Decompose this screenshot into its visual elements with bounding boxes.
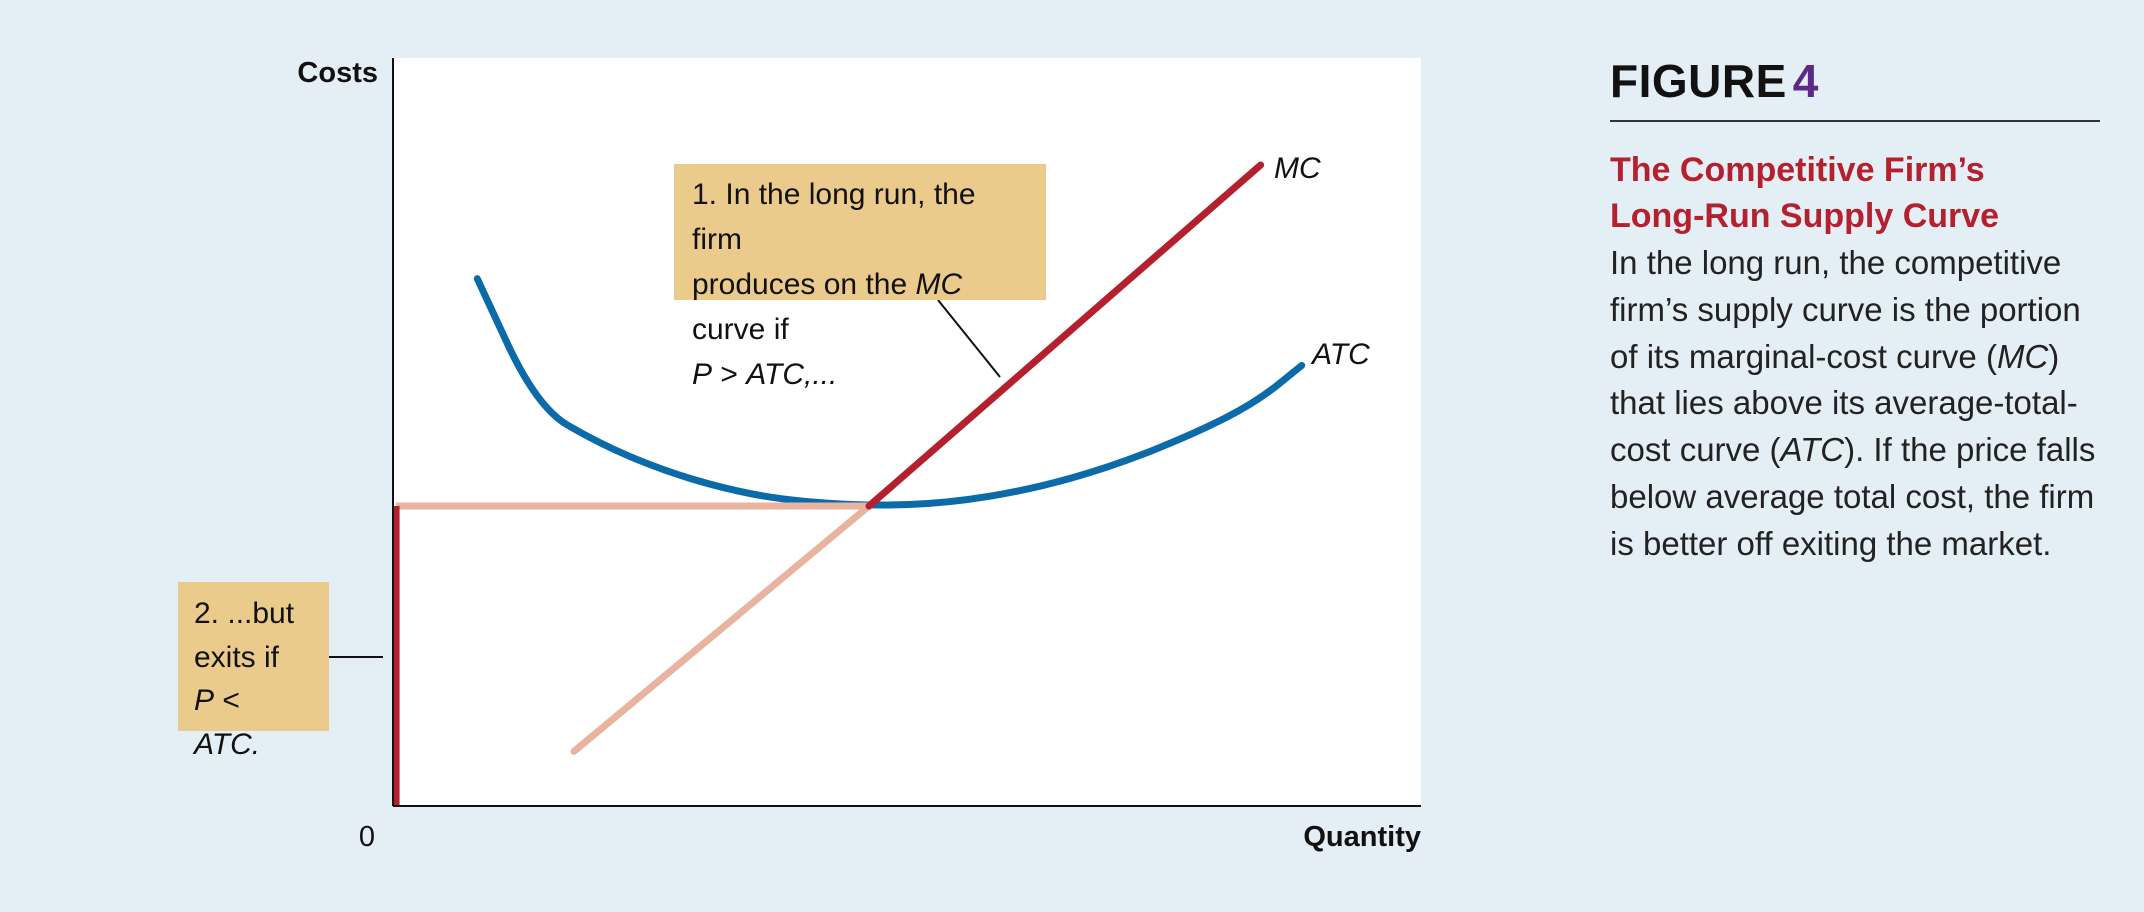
- callout-2-line-1: 2. ...but: [194, 597, 295, 630]
- exit-callout: 2. ...but exits if P < ATC.: [178, 582, 329, 761]
- callout-2-line-3: P < ATC.: [194, 684, 261, 761]
- mc-curve-label: MC: [1274, 152, 1321, 185]
- long-run-callout: 1. In the long run, the firm produces on…: [674, 164, 1046, 391]
- mc-curve-upper: [865, 161, 1265, 510]
- y-axis-label: Costs: [297, 57, 378, 89]
- callout-1-line-2: produces on the MC curve if: [692, 268, 963, 346]
- mc-curve-lower: [570, 502, 873, 755]
- atc-curve-label: ATC: [1310, 338, 1370, 371]
- figure-number: 4: [1792, 55, 1819, 107]
- figure-heading: FIGURE 4: [1610, 54, 2100, 122]
- origin-label: 0: [359, 821, 375, 853]
- x-axis-label: Quantity: [1303, 821, 1421, 853]
- callout-1-line-1: 1. In the long run, the firm: [692, 178, 976, 256]
- callout-1-line-3: P > ATC,...: [692, 358, 838, 391]
- callout-1-leader: [937, 299, 1001, 378]
- figure-panel: FIGURE 4 The Competitive Firm’s Long-Run …: [1610, 54, 2100, 568]
- figure-title: The Competitive Firm’s Long-Run Supply C…: [1610, 151, 2000, 235]
- callout-2-line-2: exits if: [194, 640, 280, 674]
- figure-caption: In the long run, the competitive firm’s …: [1610, 243, 2096, 562]
